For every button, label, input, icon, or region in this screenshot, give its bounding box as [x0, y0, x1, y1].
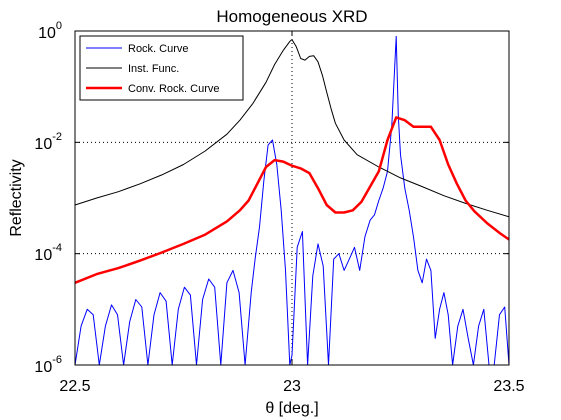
series-conv-rock-curve — [74, 116, 510, 284]
x-tick-label: 23.5 — [493, 378, 524, 395]
legend-label-rock-curve: Rock. Curve — [128, 43, 189, 55]
chart-title: Homogeneous XRD — [216, 7, 367, 26]
series-inst-func — [74, 39, 510, 218]
series-rock-curve — [74, 35, 510, 366]
y-tick-label: 100 — [38, 20, 62, 42]
y-tick-exponent: -4 — [52, 242, 62, 254]
legend-label-conv-rock-curve: Conv. Rock. Curve — [128, 83, 220, 95]
y-tick-labels: 100 10-2 10-4 10-6 — [34, 20, 62, 376]
y-tick-exponent: -6 — [52, 354, 62, 366]
y-tick-exponent: 0 — [56, 20, 62, 32]
legend-label-inst-func: Inst. Func. — [128, 63, 179, 75]
y-tick-label: 10-4 — [34, 242, 62, 264]
y-tick-base: 10 — [34, 247, 52, 264]
y-tick-base: 10 — [38, 25, 56, 42]
x-axis-label: θ [deg.] — [265, 400, 318, 417]
series-layer — [74, 35, 510, 366]
y-axis-label: Reflectivity — [8, 159, 25, 236]
y-tick-exponent: -2 — [52, 131, 62, 143]
y-tick-label: 10-2 — [34, 131, 62, 153]
x-tick-label: 23 — [283, 378, 301, 395]
x-tick-label: 22.5 — [59, 378, 90, 395]
y-tick-base: 10 — [34, 359, 52, 376]
y-tick-label: 10-6 — [34, 354, 62, 376]
tick-marks — [74, 30, 510, 366]
y-tick-base: 10 — [34, 136, 52, 153]
grid — [75, 31, 509, 365]
legend: Rock. Curve Inst. Func. Conv. Rock. Curv… — [79, 35, 244, 101]
x-tick-labels: 22.5 23 23.5 — [59, 378, 524, 395]
